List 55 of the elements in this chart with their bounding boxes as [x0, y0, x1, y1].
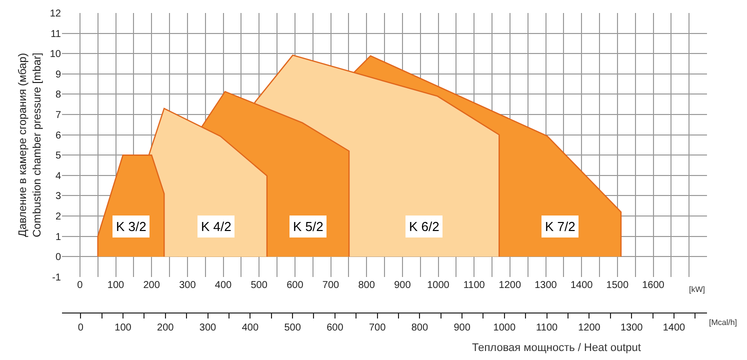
y-tick-label: 3 [55, 191, 62, 202]
x2-tick-label: 1300 [620, 322, 644, 334]
x2-tick-label: 700 [368, 322, 386, 334]
x2-tick-label: 300 [199, 322, 217, 334]
series-label: K 4/2 [201, 219, 232, 234]
y-axis-title: Давление в камере сгорания (мбар) Combustion chamber pressure [mbar] [17, 52, 44, 238]
y-tick-label: 1 [55, 232, 62, 243]
x2-tick-label: 500 [284, 322, 302, 334]
x2-tick-label: 400 [242, 322, 259, 334]
x2-tick-label: 1100 [536, 322, 558, 334]
x2-tick-label: 1400 [662, 322, 686, 334]
x-tick-label: 0 [77, 280, 84, 291]
x2-tick-label: 900 [454, 322, 471, 334]
text: [kW] [689, 285, 705, 294]
x-tick-label: 1000 [427, 280, 450, 291]
x-tick-label: 200 [143, 280, 160, 291]
x-tick-label: 900 [394, 280, 412, 291]
x-tick-label: 400 [214, 280, 232, 291]
x-tick-label: 1100 [463, 280, 486, 291]
x-tick-label: 700 [322, 280, 340, 291]
x2-axis-title: [Mcal/h] [709, 318, 738, 327]
x-tick-label: 800 [358, 280, 376, 291]
x-tick-label: 300 [179, 280, 196, 291]
series-label: K 7/2 [545, 219, 576, 234]
y-tick-label: 2 [55, 212, 62, 222]
y-tick-label: 5 [55, 150, 62, 162]
x2-tick-label: 600 [326, 322, 344, 334]
y-tick-label: 8 [55, 90, 62, 101]
y-tick-label: 11 [50, 28, 62, 40]
x-tick-label: 1200 [498, 280, 522, 291]
x-tick-label: 1400 [570, 280, 594, 291]
x-tick-label: 1600 [642, 280, 665, 291]
y-tick-label: 12 [50, 8, 62, 20]
x2-tick-label: 200 [157, 322, 174, 334]
x-axis-title: Тепловая мощность / Heat output [472, 342, 641, 354]
y-tick-label: 4 [55, 170, 62, 182]
x2-tick-label: 1200 [578, 322, 601, 334]
x2-tick-label: 100 [114, 322, 132, 334]
x-tick-label: 600 [286, 280, 304, 291]
series-label: K 3/2 [116, 219, 146, 234]
x2-tick-label: 800 [411, 322, 428, 334]
x-tick-label: 1300 [534, 280, 558, 291]
series-label: K 5/2 [293, 219, 324, 234]
x-tick-label: 100 [107, 280, 125, 291]
x-tick-label: 1500 [606, 280, 629, 291]
y-tick-label: 7 [55, 110, 62, 121]
series-label: K 6/2 [409, 219, 440, 234]
y-tick-label: 0 [55, 252, 62, 264]
y-tick-label: 9 [55, 69, 62, 80]
x-tick-label: 500 [250, 280, 268, 291]
y-tick-label: -1 [52, 272, 62, 284]
x2-tick-label: 0 [78, 322, 84, 334]
y-tick-label: 10 [50, 49, 62, 60]
x2-tick-label: 1000 [493, 322, 516, 334]
y-tick-label: 6 [55, 130, 62, 142]
